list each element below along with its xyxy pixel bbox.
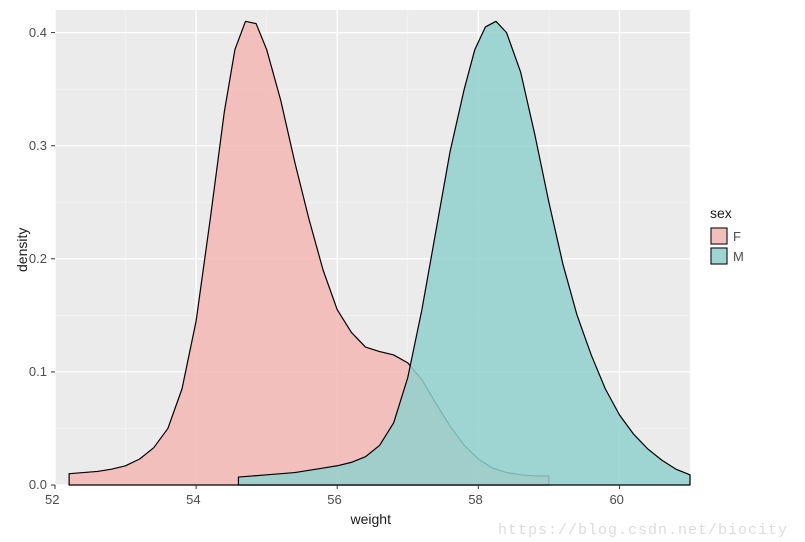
x-tick-label: 52 [45, 492, 59, 507]
x-tick-label: 56 [327, 492, 341, 507]
x-tick-label: 58 [468, 492, 482, 507]
y-tick-label: 0.3 [29, 138, 47, 153]
y-tick-label: 0.1 [29, 364, 47, 379]
y-tick-label: 0.2 [29, 251, 47, 266]
y-tick-label: 0.4 [29, 25, 47, 40]
y-tick-label: 0.0 [29, 477, 47, 492]
density-chart: density weight sex FM https://blog.csdn.… [0, 0, 805, 542]
x-tick-label: 54 [186, 492, 200, 507]
x-tick-label: 60 [609, 492, 623, 507]
